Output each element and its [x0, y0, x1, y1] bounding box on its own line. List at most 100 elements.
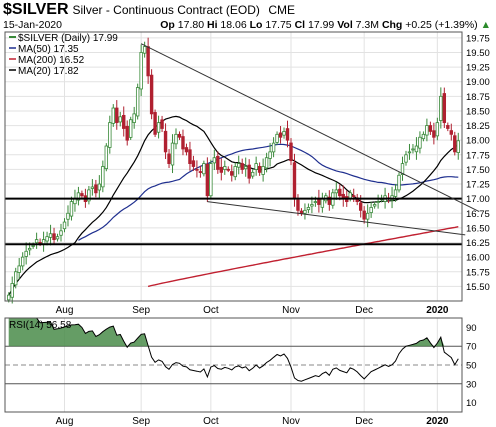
candle	[303, 209, 307, 214]
candle	[282, 131, 286, 136]
candle	[181, 136, 185, 150]
candle	[184, 147, 189, 153]
y-tick-label: 19.75	[466, 33, 490, 44]
candle	[188, 149, 192, 164]
legend-ma20: MA(20) 17.82	[18, 66, 79, 77]
quote-values: Op 17.80 Hi 18.06 Lo 17.75 Cl 17.99 Vol …	[160, 19, 491, 31]
candle	[247, 164, 251, 179]
rsi-plot-frame	[4, 317, 463, 413]
candle	[118, 116, 122, 123]
candle	[142, 46, 147, 54]
candle	[76, 192, 81, 201]
candle	[139, 52, 143, 90]
candle	[268, 151, 272, 159]
candle	[414, 145, 419, 153]
candle	[146, 46, 150, 77]
candle	[432, 130, 436, 138]
candle	[365, 212, 370, 220]
candle	[17, 265, 21, 273]
symbol-description: Silver - Continuous Contract (EOD)	[72, 3, 260, 17]
candle	[156, 122, 161, 133]
candle	[135, 87, 140, 117]
rsi-overbought-fill	[8, 318, 459, 347]
candle	[240, 163, 244, 170]
volume-label: Vol	[337, 19, 353, 31]
candle	[275, 133, 279, 143]
candle	[87, 189, 91, 202]
candle	[115, 107, 119, 124]
x-tick-label: Oct	[203, 305, 219, 316]
rsi-x-tick-label: 2020	[426, 416, 449, 427]
legend-ma200: MA(200) 16.52	[18, 55, 85, 66]
y-tick-label: 19.50	[466, 48, 490, 59]
rsi-y-tick-label: 10	[466, 398, 477, 409]
y-tick-label: 18.25	[466, 121, 490, 132]
candle	[327, 196, 332, 205]
candle	[237, 163, 241, 168]
candle	[59, 230, 63, 236]
rsi-y-tick-label: 50	[466, 361, 477, 372]
candle	[372, 204, 377, 207]
candle	[393, 189, 398, 197]
y-tick-label: 16.75	[466, 209, 490, 220]
candle	[442, 93, 447, 124]
candle	[14, 271, 18, 286]
rsi-x-tick-label: Nov	[282, 416, 300, 427]
candle	[195, 168, 199, 171]
candle	[167, 153, 171, 164]
candle	[352, 195, 356, 198]
rsi-x-tick-label: Sep	[132, 416, 150, 427]
rsi-legend: RSI(14) 56.58	[9, 320, 72, 331]
y-tick-label: 19.25	[466, 63, 490, 74]
close-value: 17.99	[307, 19, 335, 31]
rsi-x-tick-label: Oct	[203, 416, 219, 427]
candle	[55, 236, 60, 240]
candle	[425, 125, 429, 136]
candle	[369, 207, 373, 213]
candle	[376, 201, 380, 203]
legend-price: $SILVER (Daily) 17.99	[18, 33, 118, 44]
candle	[446, 125, 450, 129]
candle	[122, 114, 126, 129]
legend-ma50: MA(50) 17.35	[18, 44, 79, 55]
candle	[449, 130, 453, 135]
candle	[170, 142, 175, 166]
rsi-y-tick-label: 90	[466, 323, 477, 334]
candle	[226, 168, 230, 171]
candle	[97, 183, 102, 191]
candle	[306, 207, 311, 211]
candle	[90, 186, 95, 189]
low-label: Lo	[249, 19, 263, 31]
quote-date: 15-Jan-2020	[3, 19, 62, 31]
y-tick-label: 17.75	[466, 150, 490, 161]
candle	[320, 198, 325, 208]
candle	[129, 119, 133, 138]
candle	[257, 165, 262, 173]
candle	[362, 210, 366, 220]
candle	[435, 122, 440, 137]
trendline	[207, 201, 466, 236]
y-tick-label: 16.50	[466, 223, 490, 234]
candle	[456, 140, 460, 153]
candle	[216, 155, 220, 170]
candle	[108, 122, 112, 148]
high-label: Hi	[206, 19, 218, 31]
candle	[10, 283, 14, 298]
candle	[7, 294, 11, 301]
y-tick-label: 15.50	[466, 282, 490, 293]
candle	[230, 171, 234, 176]
candle	[421, 133, 426, 140]
candle	[69, 201, 74, 217]
low-value: 17.75	[265, 19, 292, 31]
symbol-title: $SILVER	[3, 1, 69, 18]
candle	[418, 136, 422, 149]
candle	[278, 132, 283, 138]
candle	[411, 148, 415, 151]
candle	[174, 133, 178, 145]
candle	[52, 233, 56, 240]
candle	[397, 174, 401, 191]
chart-legend: $SILVER (Daily) 17.99 MA(50) 17.35 MA(20…	[9, 33, 118, 77]
candle	[149, 74, 154, 115]
y-tick-label: 15.75	[466, 267, 490, 278]
trendline	[140, 43, 480, 212]
